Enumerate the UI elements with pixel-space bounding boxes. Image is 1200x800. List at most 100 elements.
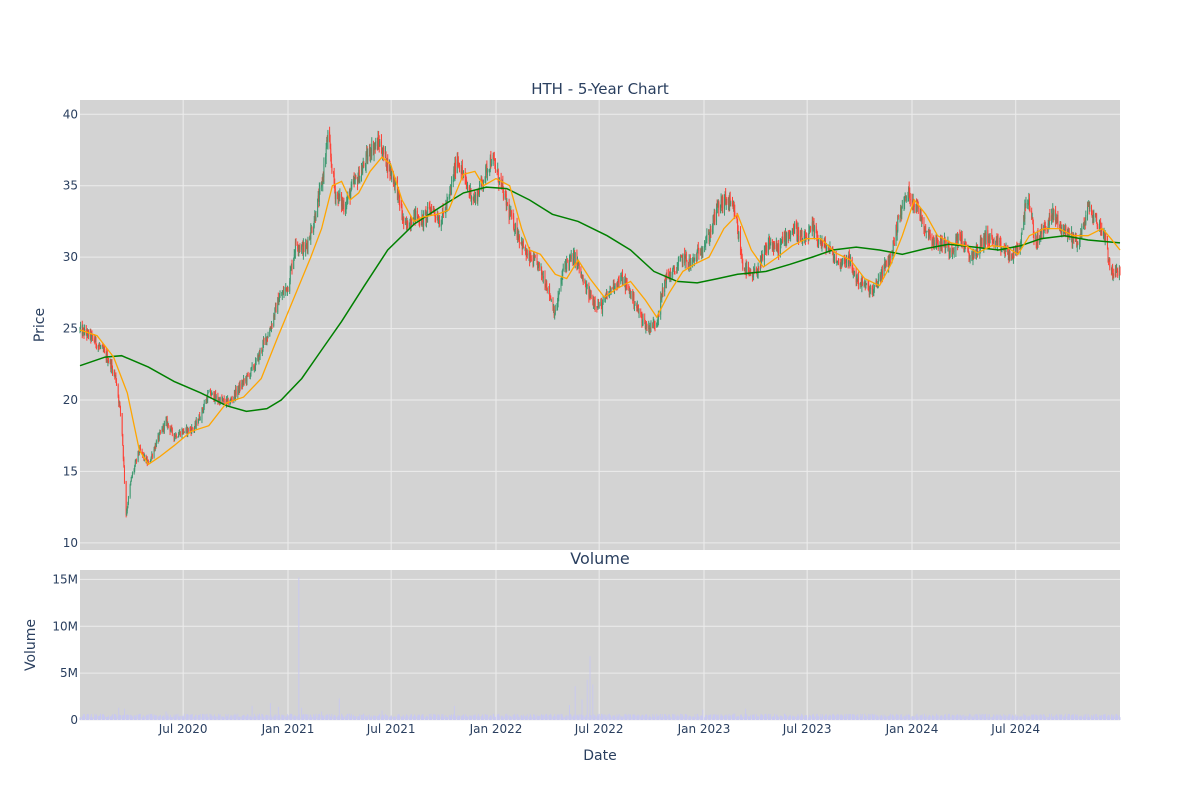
volume-bar <box>310 716 312 720</box>
volume-bar <box>879 715 881 720</box>
volume-bar <box>104 716 105 720</box>
volume-bar <box>867 716 869 720</box>
candle-body <box>957 233 959 246</box>
volume-bar <box>613 716 615 720</box>
volume-bar <box>588 717 590 720</box>
volume-bar <box>1015 714 1017 720</box>
volume-bar <box>794 716 796 720</box>
volume-bar <box>598 715 600 720</box>
volume-bar <box>283 715 285 720</box>
volume-bar <box>301 707 303 720</box>
candle-body <box>953 251 955 252</box>
candle-body <box>693 258 695 261</box>
volume-bar <box>534 717 536 720</box>
volume-bar <box>166 715 168 720</box>
volume-bar <box>713 715 715 720</box>
candle-body <box>1052 208 1054 217</box>
volume-bar <box>197 717 199 720</box>
volume-bar <box>919 715 921 720</box>
candle-body <box>884 262 886 266</box>
volume-bar <box>945 717 947 720</box>
candle-body <box>178 435 180 437</box>
volume-bar <box>764 713 766 720</box>
volume-bar <box>916 713 918 720</box>
candle-body <box>704 244 706 247</box>
volume-bar <box>150 713 152 720</box>
candle-body <box>158 433 160 440</box>
candle-body <box>294 241 296 253</box>
volume-bar <box>310 715 312 720</box>
volume-bar <box>793 716 794 720</box>
candle-body <box>831 247 833 250</box>
candle-body <box>622 282 624 285</box>
volume-bar <box>142 715 144 720</box>
candle-body <box>441 208 443 219</box>
volume-bar <box>620 715 622 720</box>
candle-body <box>815 226 817 233</box>
volume-bar <box>341 713 343 720</box>
candle-body <box>416 210 418 219</box>
volume-bar <box>746 714 748 720</box>
volume-bar <box>267 716 268 720</box>
volume-bar <box>1025 715 1027 720</box>
volume-bar <box>415 716 417 720</box>
volume-bar <box>861 716 863 720</box>
candle-body <box>558 288 560 295</box>
candle-body <box>937 240 939 244</box>
volume-bar <box>937 715 939 720</box>
volume-bar <box>1055 715 1057 720</box>
volume-bar <box>167 713 169 720</box>
candle-body <box>940 237 942 248</box>
candle-body <box>418 216 419 219</box>
volume-bar <box>1005 716 1006 720</box>
volume-bar <box>1028 716 1030 720</box>
volume-bar <box>279 716 281 720</box>
volume-bar <box>354 716 356 720</box>
candle-body <box>96 344 97 349</box>
volume-bar <box>983 714 985 720</box>
volume-bar <box>634 714 636 720</box>
volume-bar <box>956 714 958 720</box>
candle-body <box>896 230 898 235</box>
candle-body <box>907 195 909 197</box>
candle-body <box>725 194 727 204</box>
volume-bar <box>761 714 763 720</box>
volume-bar <box>685 713 687 720</box>
volume-bar <box>1057 717 1059 720</box>
candle-body <box>565 263 566 265</box>
volume-bar <box>553 716 555 720</box>
volume-bar <box>293 715 295 720</box>
candle-body <box>602 302 604 312</box>
candle-body <box>397 188 399 199</box>
volume-bar <box>1067 716 1069 720</box>
volume-bar <box>656 717 658 720</box>
candle-body <box>1028 198 1030 201</box>
volume-bar <box>705 714 707 720</box>
candle-body <box>928 230 929 238</box>
candle-body <box>901 207 903 215</box>
candle-body <box>708 232 710 242</box>
volume-bar <box>257 714 259 720</box>
volume-bar <box>318 717 320 720</box>
volume-bar <box>1073 716 1075 720</box>
candle-body <box>427 207 429 216</box>
volume-bar <box>95 714 97 720</box>
candle-body <box>915 204 917 208</box>
candle-body <box>900 207 902 215</box>
candle-body <box>398 190 400 199</box>
volume-bar <box>578 714 580 720</box>
candle-body <box>794 223 796 234</box>
volume-bar <box>135 715 137 720</box>
candle-body <box>108 361 109 363</box>
candle-body <box>1084 222 1086 225</box>
candle-body <box>484 176 486 183</box>
candle-body <box>641 314 643 323</box>
volume-bar <box>1055 714 1057 720</box>
volume-bar <box>350 716 352 720</box>
volume-bar <box>975 714 977 720</box>
volume-bar <box>419 714 421 720</box>
volume-bar <box>1051 713 1053 720</box>
candle-body <box>746 266 748 275</box>
volume-bar <box>995 714 997 720</box>
volume-bar <box>856 715 858 720</box>
